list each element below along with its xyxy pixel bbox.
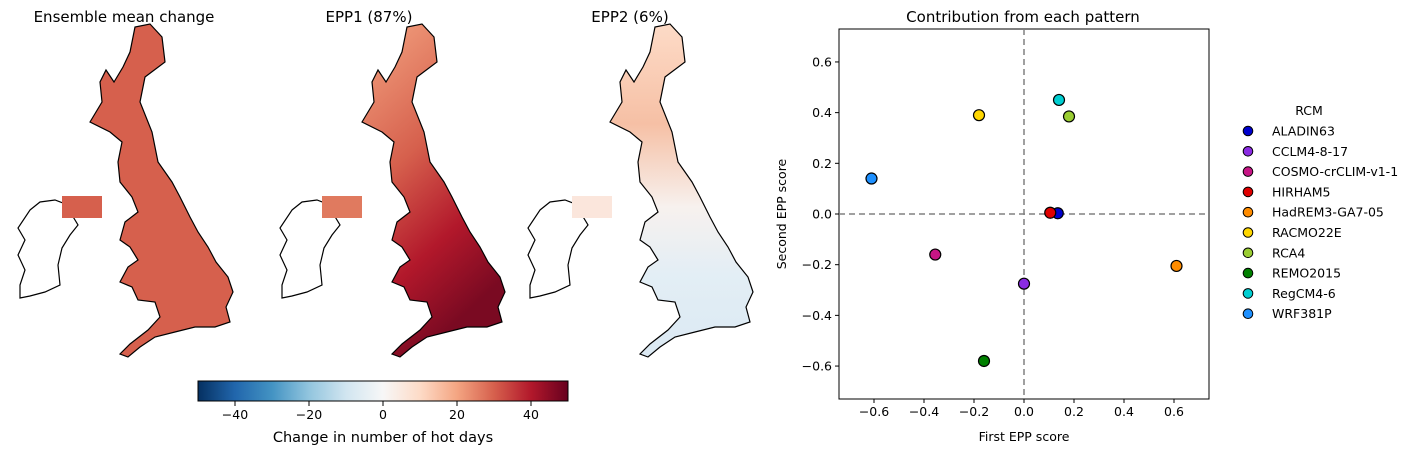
map-northern-ireland-cells [62, 196, 102, 218]
map-panel-epp2: EPP2 (6%) [527, 8, 754, 358]
map-title-epp2: EPP2 (6%) [591, 8, 668, 26]
x-tick-label: −0.4 [909, 404, 939, 419]
point-hirham5 [1044, 206, 1057, 219]
colorbar-tick-label: 40 [523, 407, 539, 422]
colorbar-tick-label: −40 [222, 407, 248, 422]
point-cclm4-8-17 [1017, 277, 1031, 290]
scatter-points [865, 93, 1183, 368]
legend-label: RCA4 [1272, 245, 1305, 260]
map-title-epp1: EPP1 (87%) [326, 8, 413, 26]
map-gb-shape [609, 23, 754, 358]
y-tick-label: −0.4 [802, 308, 832, 323]
y-tick-label: 0.2 [812, 156, 832, 171]
legend-label: HIRHAM5 [1272, 184, 1330, 199]
colorbar-label: Change in number of hot days [273, 430, 493, 446]
legend-marker [1242, 146, 1254, 157]
legend-label: RACMO22E [1272, 225, 1342, 240]
point-remo2015 [977, 354, 991, 368]
colorbar-ticks: −40 −20 0 20 40 [222, 401, 539, 422]
y-tick-label: −0.6 [802, 359, 832, 374]
legend-label: RegCM4-6 [1272, 286, 1336, 301]
point-wrf381p [865, 172, 878, 185]
legend-marker [1242, 247, 1254, 259]
x-tick-label: 0.2 [1064, 404, 1084, 419]
legend-item: REMO2015 [1242, 266, 1341, 281]
legend-item: RACMO22E [1242, 225, 1342, 240]
legend-item: ALADIN63 [1242, 124, 1335, 139]
legend-item: WRF381P [1242, 306, 1332, 321]
y-tick-label: 0.6 [812, 54, 832, 69]
y-tick-label: 0.4 [812, 105, 832, 120]
legend-marker [1242, 227, 1254, 238]
legend-item: HIRHAM5 [1242, 184, 1330, 199]
y-tick-label: 0.0 [812, 207, 832, 222]
point-regcm4-6 [1052, 93, 1066, 107]
legend-marker [1242, 166, 1254, 177]
legend-marker [1242, 308, 1254, 320]
colorbar-gradient [197, 380, 569, 402]
legend-label: ALADIN63 [1272, 124, 1335, 139]
legend-item: CCLM4-8-17 [1242, 144, 1348, 159]
legend-label: REMO2015 [1272, 266, 1341, 281]
x-axis-label: First EPP score [979, 429, 1070, 444]
legend-items: ALADIN63 CCLM4-8-17 COSMO-crCLIM-v1-1 HIRHA… [1242, 124, 1398, 321]
x-tick-label: −0.2 [959, 404, 989, 419]
legend-marker [1242, 267, 1254, 279]
legend-label: HadREM3-GA7-05 [1272, 205, 1384, 220]
x-tick-label: 0.0 [1014, 404, 1034, 419]
map-northern-ireland-cells [572, 196, 612, 218]
map-panel-ensemble-mean: Ensemble mean change [17, 8, 234, 358]
colorbar-tick-label: −20 [296, 407, 322, 422]
scatter-title: Contribution from each pattern [906, 8, 1140, 26]
map-title-ensemble-mean: Ensemble mean change [34, 8, 215, 26]
map-northern-ireland-cells [322, 196, 362, 218]
reference-lines [839, 29, 1209, 399]
x-axis-ticks: −0.6 −0.4 −0.2 0.0 0.2 0.4 0.6 [859, 399, 1184, 419]
map-gb-shape [89, 23, 234, 358]
legend-item: RCA4 [1242, 245, 1305, 260]
point-rca4 [1062, 110, 1076, 123]
legend-label: COSMO-crCLIM-v1-1 [1272, 164, 1398, 179]
legend-marker [1242, 288, 1254, 299]
legend-label: CCLM4-8-17 [1272, 144, 1348, 159]
y-axis-ticks: −0.6 −0.4 −0.2 0.0 0.2 0.4 0.6 [802, 54, 839, 374]
x-tick-label: 0.4 [1114, 404, 1134, 419]
x-tick-label: −0.6 [859, 404, 889, 419]
point-cosmo-crclim-v1-1 [929, 248, 942, 261]
map-panel-epp1: EPP1 (87%) [279, 8, 506, 358]
legend-marker [1242, 125, 1254, 137]
legend-title: RCM [1295, 103, 1323, 118]
legend-marker [1242, 206, 1254, 218]
colorbar-tick-label: 20 [449, 407, 465, 422]
scatter-plot: Contribution from each pattern −0.6 −0.4−… [774, 8, 1210, 444]
point-racmo22e [972, 109, 986, 122]
y-tick-label: −0.2 [802, 257, 832, 272]
legend-label: WRF381P [1272, 306, 1332, 321]
legend-item: HadREM3-GA7-05 [1242, 205, 1384, 220]
map-gb-shape [361, 23, 506, 358]
colorbar-tick-label: 0 [379, 407, 387, 422]
colorbar: −40 −20 0 20 40 Change in number of hot days [197, 380, 569, 446]
legend-item: RegCM4-6 [1242, 286, 1336, 301]
legend: RCM ALADIN63 CCLM4-8-17 COSMO-crCLIM-v1-1 H… [1242, 103, 1398, 321]
point-hadrem3-ga7-05 [1170, 259, 1183, 273]
legend-marker [1242, 186, 1254, 198]
legend-item: COSMO-crCLIM-v1-1 [1242, 164, 1398, 179]
x-tick-label: 0.6 [1164, 404, 1184, 419]
y-axis-label: Second EPP score [774, 158, 789, 269]
